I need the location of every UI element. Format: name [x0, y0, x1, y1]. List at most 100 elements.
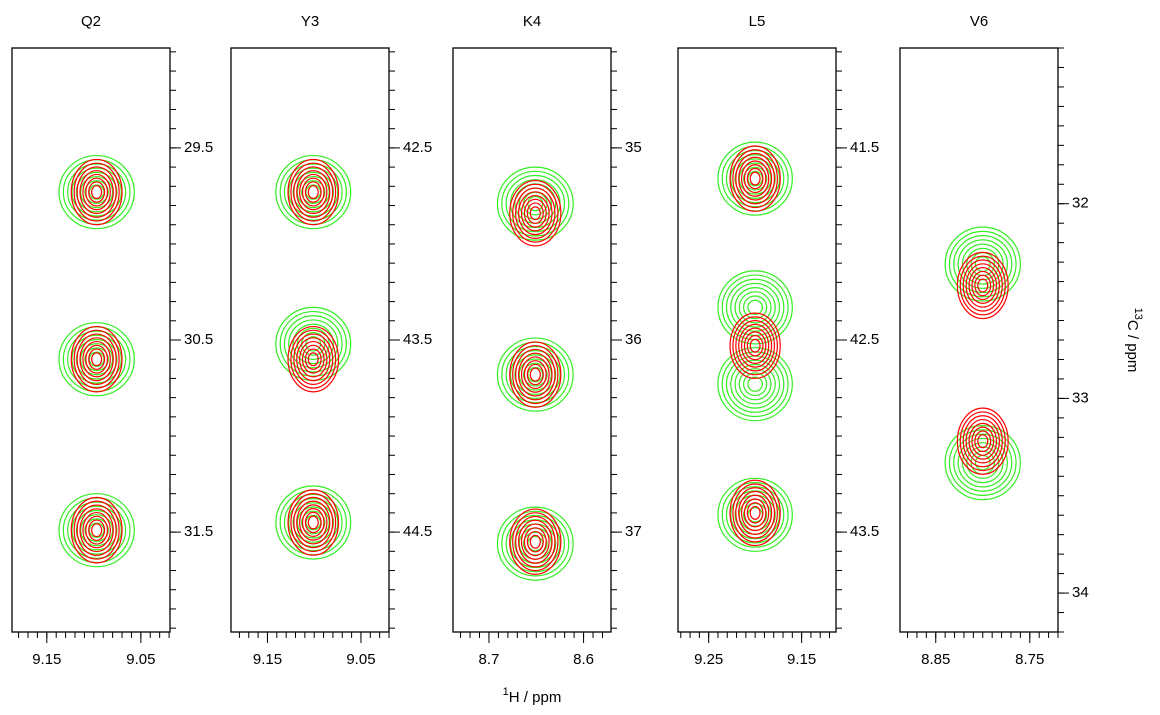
contour: [300, 174, 327, 209]
peak: [71, 327, 122, 392]
contour: [750, 507, 760, 520]
contour: [83, 174, 110, 209]
contour: [530, 368, 540, 381]
contour: [308, 516, 318, 529]
peak: [510, 342, 561, 407]
peak: [730, 146, 780, 211]
y-tick-label: 42.5: [850, 331, 879, 348]
contour: [730, 146, 780, 211]
contour: [71, 327, 122, 392]
x-label-text: H / ppm: [509, 689, 562, 706]
contour: [72, 506, 121, 554]
contour: [280, 160, 346, 225]
peak: [718, 478, 792, 551]
x-tick-label: 8.85: [921, 651, 950, 668]
x-tick-label: 9.25: [694, 651, 723, 668]
figure: 1H / ppm 13C / ppm Q29.159.0529.530.531.…: [0, 0, 1160, 715]
contour: [957, 408, 1008, 474]
contour: [733, 317, 777, 375]
contour: [72, 335, 121, 383]
y-tick-label: 43.5: [403, 331, 432, 348]
y-tick-label: 37: [625, 523, 642, 540]
contour: [288, 159, 338, 224]
peak: [288, 159, 338, 224]
y-tick-label: 34: [1072, 584, 1089, 601]
contour: [502, 342, 569, 407]
contour: [289, 499, 338, 547]
peak: [957, 408, 1008, 474]
x-tick-label: 9.15: [787, 651, 816, 668]
contour: [71, 159, 122, 224]
contour: [731, 155, 780, 203]
contour: [71, 498, 122, 563]
contour: [750, 172, 760, 185]
contour: [957, 252, 1008, 318]
peak: [510, 509, 561, 574]
peak: [718, 271, 792, 344]
contour: [742, 495, 769, 530]
peak: [71, 159, 122, 224]
contour: [742, 161, 769, 196]
contour: [63, 327, 130, 392]
contour: [530, 535, 540, 548]
panel-title: L5: [749, 13, 766, 30]
contour: [497, 507, 573, 580]
contour: [960, 256, 1005, 315]
contour: [530, 207, 540, 220]
y-tick-label: 42.5: [403, 139, 432, 156]
contour: [280, 312, 346, 377]
panel-frame: [453, 48, 611, 632]
y-label-text: C / ppm: [1124, 320, 1141, 373]
contour: [519, 192, 552, 235]
peak: [288, 490, 338, 555]
x-tick-label: 9.05: [346, 651, 375, 668]
contour: [522, 524, 550, 559]
y-tick-label: 33: [1072, 389, 1089, 406]
contour: [960, 412, 1005, 471]
panel-title: V6: [970, 13, 988, 30]
contour: [748, 300, 762, 314]
y-tick-label: 30.5: [184, 331, 213, 348]
contour: [63, 160, 130, 225]
contour: [748, 377, 762, 391]
peak: [718, 348, 792, 421]
x-tick-label: 8.75: [1015, 651, 1044, 668]
contour: [289, 168, 338, 216]
contour: [722, 275, 788, 340]
panel-frame: [900, 48, 1058, 632]
contour: [308, 186, 318, 199]
panel-title: K4: [523, 13, 541, 30]
contour: [92, 353, 102, 366]
contour: [742, 328, 769, 363]
contour: [730, 480, 780, 545]
y-tick-label: 44.5: [403, 523, 432, 540]
contour: [718, 478, 792, 551]
contour: [978, 435, 988, 448]
contour: [750, 339, 760, 352]
contour: [502, 511, 569, 576]
contour: [969, 423, 996, 459]
contour: [722, 483, 788, 548]
peak: [957, 252, 1008, 318]
contour: [300, 505, 327, 540]
contour: [511, 351, 561, 399]
contour: [978, 279, 988, 292]
contour: [969, 268, 996, 304]
x-tick-label: 8.6: [573, 651, 594, 668]
x-tick-label: 9.15: [32, 651, 61, 668]
contour: [510, 342, 561, 407]
y-tick-label: 29.5: [184, 139, 213, 156]
peak: [497, 507, 573, 580]
contour: [513, 184, 558, 242]
contour: [92, 524, 102, 537]
x-tick-label: 8.7: [479, 651, 500, 668]
x-tick-label: 9.05: [126, 651, 155, 668]
contour: [288, 490, 338, 555]
contour: [522, 196, 550, 231]
contour: [72, 168, 121, 216]
contour: [722, 146, 788, 211]
x-axis-label: 1H / ppm: [503, 686, 562, 706]
panel-title: Q2: [81, 13, 101, 30]
y-axis-label: 13C / ppm: [1124, 308, 1144, 373]
y-tick-label: 32: [1072, 195, 1089, 212]
